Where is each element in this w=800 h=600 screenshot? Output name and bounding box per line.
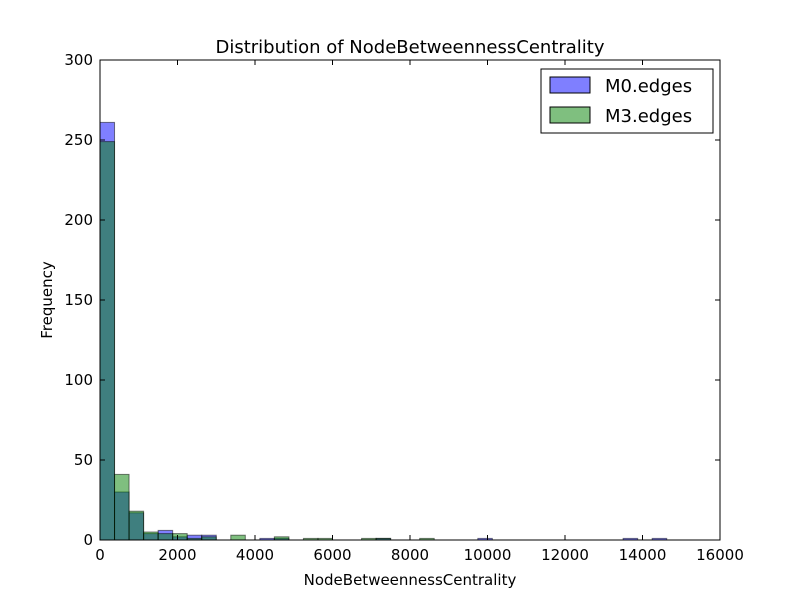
y-tick-label: 250 [64,131,93,149]
bar-m3-5 [172,533,188,541]
bars-layer [99,121,668,541]
x-tick-label: 10000 [464,546,512,564]
y-tick-label: 300 [64,51,93,69]
x-tick-label: 6000 [313,546,351,564]
x-tick-label: 0 [95,546,105,564]
x-tick-label: 2000 [158,546,196,564]
chart-title: Distribution of NodeBetweennessCentralit… [215,37,604,58]
bar-m3-3 [143,531,159,541]
y-tick-label: 100 [64,371,93,389]
bar-m3-4 [157,533,174,541]
x-tick-label: 8000 [391,546,429,564]
x-tick-label: 14000 [619,546,667,564]
x-axis-label: NodeBetweennessCentrality [304,571,517,589]
legend-swatch-m0 [549,76,591,94]
y-tick-label: 150 [64,291,93,309]
legend-label-m3: M3.edges [605,106,692,127]
bar-m3-0 [99,141,116,541]
x-tick-label: 16000 [696,546,744,564]
y-axis-label: Frequency [38,261,56,339]
legend-swatch-m3 [549,106,591,124]
bar-m3-8 [230,534,246,541]
y-tick-label: 0 [83,531,93,549]
y-tick-label: 50 [74,451,93,469]
x-tick-label: 4000 [236,546,274,564]
bar-m3-1 [114,473,130,541]
y-tick-label: 200 [64,211,93,229]
ticks-layer: 0 2000 4000 6000 8000 10000 12000 14000 16000 0 50… [64,51,744,564]
x-tick-label: 12000 [541,546,589,564]
legend-label-m0: M0.edges [605,76,692,97]
legend: M0.edges M3.edges [540,68,714,134]
bar-m3-2 [128,510,145,541]
